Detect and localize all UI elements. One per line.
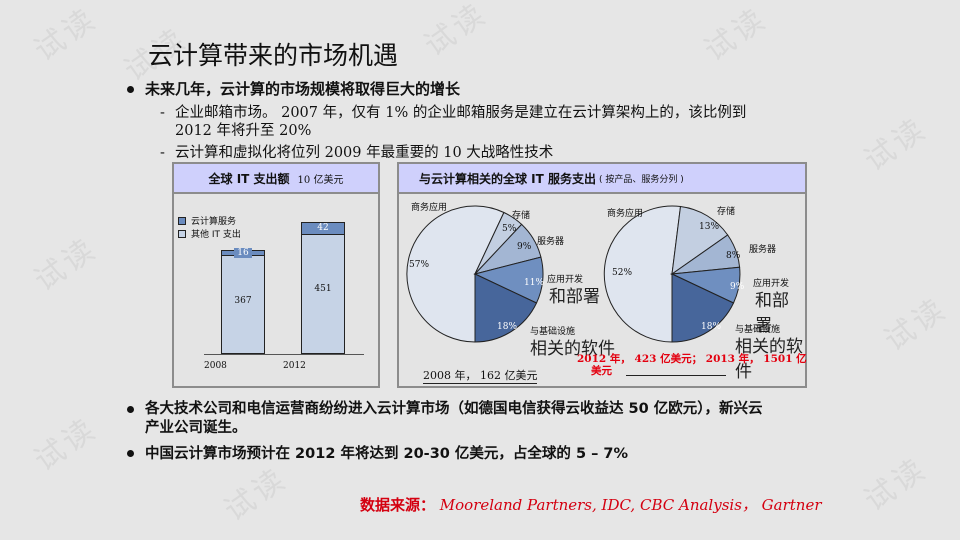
watermark: 试读 xyxy=(418,0,494,64)
pie-chart-panel: 与云计算相关的全球 IT 服务支出 ( 按产品、服务分列 ) 商务应用 存储 服… xyxy=(397,162,807,388)
watermark: 试读 xyxy=(28,411,104,479)
pie2012-label-business: 商务应用 xyxy=(607,209,644,219)
pie2008-label-storage: 存储 xyxy=(512,211,531,221)
sub-bullet-text: 云计算和虚拟化将位列 2009 年最重要的 10 大战略性技术 xyxy=(175,145,554,161)
bullet-dot xyxy=(127,450,134,457)
legend-cloud-services: 云计算服务 xyxy=(178,214,236,227)
bullet-text: 未来几年，云计算的市场规模将取得巨大的增长 xyxy=(145,80,461,98)
pie2012-pct-storage: 13% xyxy=(699,222,720,232)
watermark: 试读 xyxy=(28,231,104,299)
pie2008-label-appdev-big: 和部署 xyxy=(549,287,600,307)
bullet-1: 未来几年，云计算的市场规模将取得巨大的增长 xyxy=(127,80,461,99)
legend-swatch xyxy=(178,216,186,225)
bullet-dot xyxy=(127,406,134,413)
pie2012-label-server: 服务器 xyxy=(749,245,777,255)
pie2012-caption: 2012 年， 423 亿美元； 2013 年， 1501 亿 美元 xyxy=(577,353,809,377)
pie2008-label-infra: 与基础设施 xyxy=(530,327,576,337)
sub-bullet-1-cont: 2012 年将升至 20% xyxy=(175,122,311,140)
bar-chart-header: 全球 IT 支出额 10 亿美元 xyxy=(174,164,378,194)
pie2012-caption-line2: 美元 xyxy=(591,365,612,377)
pie2008-caption: 2008 年， 162 亿美元 xyxy=(423,369,538,384)
watermark: 试读 xyxy=(28,1,104,69)
bullet-text-line2: 产业公司诞生。 xyxy=(145,420,247,436)
pie-chart-header: 与云计算相关的全球 IT 服务支出 ( 按产品、服务分列 ) xyxy=(399,164,805,194)
pie-chart-title-note: ( 按产品、服务分列 ) xyxy=(599,174,684,185)
pie2012-label-storage: 存储 xyxy=(717,207,736,217)
watermark: 试读 xyxy=(698,1,774,69)
pie2012-caption-line1: 2012 年， 423 亿美元； 2013 年， 1501 亿 xyxy=(577,353,807,365)
sub-bullet-1: - 企业邮箱市场。 2007 年，仅有 1% 的企业邮箱服务是建立在云计算架构上… xyxy=(160,104,747,122)
pie2012-label-infra-big: 相关的软件 xyxy=(735,337,803,382)
bar-2012 xyxy=(301,222,345,354)
pie2012-label-infra: 与基础设施 xyxy=(735,325,781,335)
bar-chart-title: 全球 IT 支出额 xyxy=(208,171,290,186)
legend-swatch xyxy=(178,229,186,238)
pie2008-label-infra-big: 相关的软件 xyxy=(530,339,615,359)
bullet-3: 中国云计算市场预计在 2012 年将达到 20-30 亿美元，占全球的 5 – … xyxy=(127,444,629,464)
pie-chart-title: 与云计算相关的全球 IT 服务支出 xyxy=(419,171,597,186)
bar-2012-cloud xyxy=(302,223,344,235)
dash: - xyxy=(160,105,165,121)
pie2012-pct-infra: 18% xyxy=(701,322,722,332)
legend-label: 其他 IT 支出 xyxy=(191,230,241,240)
pie2008-label-server: 服务器 xyxy=(537,237,565,247)
sub-bullet-2: - 云计算和虚拟化将位列 2009 年最重要的 10 大战略性技术 xyxy=(160,144,554,162)
x-tick-2012: 2012 xyxy=(283,361,306,371)
pie2008-label-appdev: 应用开发 xyxy=(547,275,584,285)
x-tick-2008: 2008 xyxy=(204,361,227,371)
watermark: 试读 xyxy=(878,291,954,359)
bar-2012-other-value: 451 xyxy=(314,284,332,294)
bar-chart-unit: 10 亿美元 xyxy=(297,174,344,186)
legend-other-it: 其他 IT 支出 xyxy=(178,227,241,240)
data-source: 数据来源： Mooreland Partners, IDC, CBC Analy… xyxy=(360,494,822,515)
watermark: 试读 xyxy=(858,451,934,519)
watermark: 试读 xyxy=(858,111,934,179)
bar-chart-panel: 全球 IT 支出额 10 亿美元 云计算服务 其他 IT 支出 16 367 4… xyxy=(172,162,380,388)
bullet-2: 各大技术公司和电信运营商纷纷进入云计算市场（如德国电信获得云收益达 50 亿欧元… xyxy=(127,400,835,438)
sub-bullet-text: 企业邮箱市场。 2007 年，仅有 1% 的企业邮箱服务是建立在云计算架构上的，… xyxy=(175,105,747,121)
bar-2008-other-value: 367 xyxy=(234,296,252,306)
dash: - xyxy=(160,145,165,161)
x-axis xyxy=(204,354,364,355)
pie2012-label-appdev-big: 和部署 xyxy=(755,291,789,336)
pie-2008 xyxy=(406,205,544,343)
caption-underline xyxy=(626,374,726,376)
pie2012-label-appdev: 应用开发 xyxy=(753,279,790,289)
bullet-dot xyxy=(127,86,134,93)
watermark: 试读 xyxy=(218,461,294,529)
source-label: 数据来源： xyxy=(360,496,436,514)
pie2008-pct-business: 57% xyxy=(409,260,430,270)
bar-2012-cloud-value: 42 xyxy=(317,223,329,233)
legend-label: 云计算服务 xyxy=(191,217,237,227)
pie2012-caption-line2-row: 美元 xyxy=(577,365,809,377)
bar-2008-cloud-value: 16 xyxy=(234,248,252,258)
pie-2012 xyxy=(603,205,741,343)
pie2012-pct-server: 8% xyxy=(726,251,741,261)
pie2012-pct-business: 52% xyxy=(612,268,633,278)
pie2008-pct-server: 9% xyxy=(517,242,532,252)
slide-title: 云计算带来的市场机遇 xyxy=(148,41,399,70)
pie2008-pct-storage: 5% xyxy=(502,224,517,234)
pie2008-pct-infra: 18% xyxy=(497,322,518,332)
pie2008-label-business: 商务应用 xyxy=(411,203,448,213)
pie2008-pct-appdev: 11% xyxy=(524,278,545,288)
bullet-text-line1: 各大技术公司和电信运营商纷纷进入云计算市场（如德国电信获得云收益达 50 亿欧元… xyxy=(145,401,763,417)
source-names: Mooreland Partners, IDC, CBC Analysis， G… xyxy=(439,496,822,514)
pie2012-pct-appdev: 9% xyxy=(730,282,745,292)
sub-bullet-text: 2012 年将升至 20% xyxy=(175,123,312,139)
bullet-text: 中国云计算市场预计在 2012 年将达到 20-30 亿美元，占全球的 5 – … xyxy=(145,446,629,462)
